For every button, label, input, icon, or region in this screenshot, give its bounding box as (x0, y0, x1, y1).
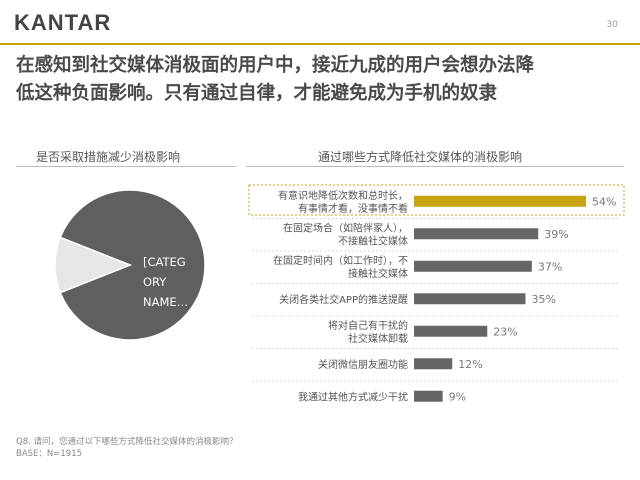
bar-2 (414, 228, 539, 240)
bar-1 (414, 195, 586, 207)
bar-value-label: 9% (449, 390, 466, 403)
bar-7 (414, 390, 443, 402)
right-panel-rule (246, 166, 624, 167)
bar-6 (414, 358, 453, 370)
slide-headline: 在感知到社交媒体消极面的用户中，接近九成的用户会想办法降 低这种负面影响。只有通… (16, 52, 626, 108)
right-panel-title: 通过哪些方式降低社交媒体的消极影响 (318, 150, 523, 164)
bar-4 (414, 293, 526, 305)
category-label: 将对自己有干扰的 (328, 319, 408, 332)
category-label: 不接触社交媒体 (338, 234, 408, 247)
kantar-logo: KANTAR (14, 10, 112, 35)
category-label: 有意识地降低次数和总时长， (278, 189, 408, 202)
bar-value-label: 37% (538, 260, 562, 273)
highlight-frame (248, 184, 625, 216)
category-label: 社交媒体卸载 (348, 332, 408, 345)
bar-value-label: 12% (458, 358, 482, 371)
pie-slice-2 (54, 236, 133, 294)
pie-label-line-3: NAME… (143, 295, 189, 309)
headline-line-2: 低这种负面影响。只有通过自律，才能避免成为手机的奴隶 (16, 83, 498, 104)
pie-slice-1 (59, 189, 206, 341)
pie-chart (54, 189, 206, 341)
bar-value-label: 54% (592, 195, 616, 208)
bar-3 (414, 260, 532, 272)
pie-label-line-1: [CATEG (143, 255, 186, 269)
category-label: 我通过其他方式减少干扰 (298, 390, 408, 403)
left-panel-title: 是否采取措施减少消极影响 (36, 150, 181, 164)
category-label: 在固定场合（如陪伴家人）， (283, 221, 408, 234)
category-label: 关闭各类社交APP的推送提醒 (279, 293, 408, 306)
footnote-question: Q8. 请问，您通过以下哪些方式降低社交媒体的消极影响？ (16, 437, 238, 447)
pie-slice-label: [CATEG ORY NAME… (143, 252, 213, 312)
bar-value-label: 23% (493, 325, 517, 338)
footnote-base: BASE：N=1915 (16, 449, 83, 459)
page-number: 30 (606, 20, 618, 30)
bar-5 (414, 325, 488, 337)
bar-value-label: 39% (544, 228, 568, 241)
category-label: 有事情才看，没事情不看 (298, 202, 408, 215)
category-label: 接触社交媒体 (348, 267, 408, 280)
category-label: 在固定时间内（如工作时），不 (273, 254, 408, 267)
pie-label-line-2: ORY (143, 275, 167, 289)
header-rule (0, 43, 640, 45)
left-panel-rule (16, 166, 236, 167)
headline-line-1: 在感知到社交媒体消极面的用户中，接近九成的用户会想办法降 (16, 55, 535, 76)
footnote: Q8. 请问，您通过以下哪些方式降低社交媒体的消极影响？ BASE：N=1915 (16, 436, 238, 460)
category-label: 关闭微信朋友圈功能 (318, 358, 408, 371)
bar-value-label: 35% (531, 293, 555, 306)
